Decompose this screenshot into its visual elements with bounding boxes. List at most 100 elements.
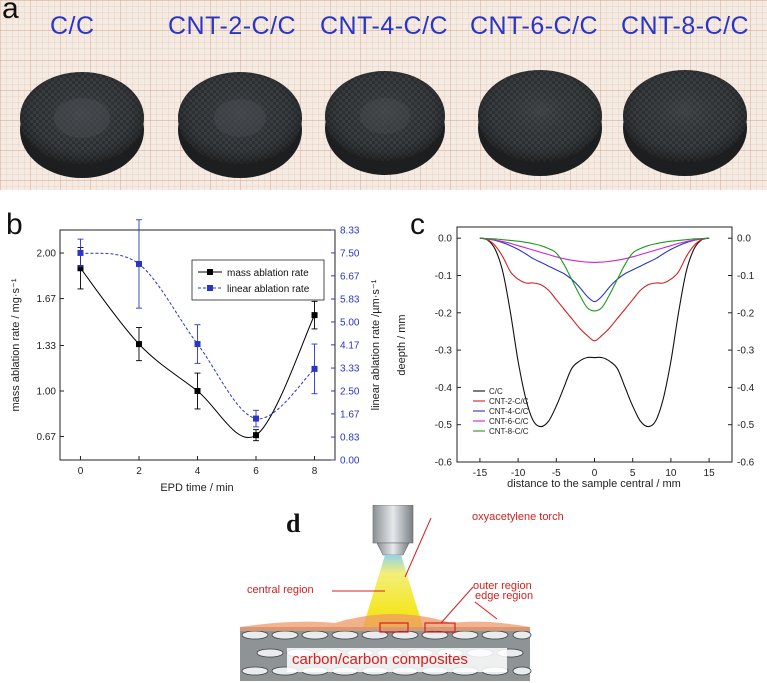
x-axis-label: distance to the sample central / mm — [507, 478, 681, 490]
sample-disc-cnt8 — [623, 70, 747, 176]
sample-label-cc: C/C — [50, 12, 95, 40]
right-tick-label: 4.17 — [340, 340, 360, 351]
y-tick-label-right: 0.0 — [737, 234, 751, 245]
sample-disc-cnt6 — [478, 70, 602, 176]
sample-disc-cnt2 — [178, 72, 302, 178]
legend-label: C/C — [489, 387, 503, 396]
right-tick-label: 2.50 — [340, 386, 360, 397]
x-tick-label: 10 — [665, 468, 677, 479]
panel-letter-c: c — [410, 208, 425, 241]
y-tick-label-left: -0.3 — [435, 346, 453, 357]
left-tick-label: 1.33 — [37, 341, 57, 352]
sample-photo-panel: a C/C CNT-2-C/C CNT-4-C/C CNT-6-C/C CNT-… — [0, 0, 767, 190]
right-tick-label: 0.00 — [340, 456, 360, 467]
x-tick-label: 4 — [195, 466, 201, 477]
x-tick-label: 8 — [312, 466, 318, 477]
x-tick-label: 5 — [630, 468, 636, 479]
sample-label-cnt8: CNT-8-C/C — [621, 12, 750, 40]
y-tick-label-left: -0.4 — [435, 383, 453, 394]
leader-torch — [404, 517, 432, 578]
graph-paper-background — [0, 0, 767, 190]
ablation-profile-chart: 0.0 0.0 -0.1 -0.1 -0.2 -0.2 -0.3 -0.3 -0.4 -0.4 -0… — [396, 226, 755, 490]
flame — [363, 555, 423, 627]
x-tick-label: 15 — [704, 468, 716, 479]
legend-label: CNT-8-C/C — [489, 427, 529, 436]
left-tick-label: 1.67 — [37, 294, 57, 305]
legend-marker-mass — [207, 269, 213, 275]
right-tick-label: 0.83 — [340, 433, 360, 444]
sample-label-cnt4: CNT-4-C/C — [320, 12, 449, 40]
x-tick-label: -5 — [552, 468, 561, 479]
data-point — [77, 265, 84, 272]
torch-tip — [376, 542, 410, 556]
y-tick-label-right: -0.5 — [737, 420, 755, 431]
y-tick-label-left: -0.6 — [435, 458, 453, 469]
torch-nozzle — [372, 505, 414, 544]
right-tick-label: 8.33 — [340, 226, 360, 237]
y-tick-label-left: -0.2 — [435, 308, 453, 319]
data-point — [253, 432, 260, 439]
sample-disc-cnt4 — [325, 71, 445, 175]
leader-edge — [474, 601, 498, 620]
sample-label-cnt2: CNT-2-C/C — [168, 12, 297, 40]
sample-disc-cc — [20, 72, 144, 178]
data-point — [135, 341, 142, 348]
series-layer — [77, 219, 318, 442]
data-point — [253, 415, 260, 422]
label-edge-region: edge region — [475, 590, 534, 602]
legend-box — [191, 259, 325, 301]
x-tick-label: -10 — [511, 468, 526, 479]
y-tick-label-right: -0.4 — [737, 383, 755, 394]
panel-letter-a: a — [2, 0, 19, 25]
legend-label: CNT-6-C/C — [489, 417, 529, 426]
label-central-region: central region — [247, 584, 314, 596]
ablation-schematic — [240, 505, 532, 681]
y-tick-label-right: -0.1 — [737, 271, 755, 282]
panel-letter-b: b — [6, 208, 23, 241]
profile-line-4 — [479, 237, 710, 312]
x-axis-ticks: 0 2 4 6 8 — [78, 456, 318, 477]
x-tick-label: 6 — [253, 466, 259, 477]
central-region-box — [379, 622, 409, 633]
y-tick-label-left: 0.0 — [438, 234, 452, 245]
y-tick-label-left: -0.5 — [435, 420, 453, 431]
profile-line-2 — [479, 237, 710, 303]
y-axis-label-right: linear ablation rate /µm·s⁻¹ — [370, 279, 382, 410]
composite-label-box — [287, 648, 507, 672]
panel-letter-d: d — [286, 509, 301, 538]
data-point — [311, 312, 318, 319]
profile-line-1 — [479, 237, 710, 342]
data-point — [194, 388, 201, 395]
profile-line-0 — [479, 237, 710, 428]
right-tick-label: 7.50 — [340, 248, 360, 259]
x-tick-label: 0 — [78, 466, 84, 477]
right-tick-label: 5.00 — [340, 317, 360, 328]
left-tick-label: 2.00 — [37, 249, 57, 260]
sample-label-cnt6: CNT-6-C/C — [470, 12, 599, 40]
right-tick-label: 3.33 — [340, 364, 360, 375]
legend-label-linear: linear ablation rate — [227, 284, 310, 295]
legend: mass ablation rate linear ablation rate — [191, 259, 325, 301]
legend-label: CNT-2-C/C — [489, 397, 529, 406]
right-tick-label: 5.83 — [340, 295, 360, 306]
data-point — [311, 365, 318, 372]
y-tick-label-left: -0.1 — [435, 271, 453, 282]
profile-line-3 — [479, 237, 710, 263]
y-tick-label-right: -0.6 — [737, 458, 755, 469]
y-axis-label-left: mass ablation rate / mg·s⁻¹ — [10, 278, 22, 411]
leader-outer — [440, 586, 474, 624]
right-axis-ticks: 0.00 0.83 1.67 2.50 3.33 4.17 5.00 5.83 6.67 7.50… — [331, 226, 360, 467]
left-tick-label: 1.00 — [37, 387, 57, 398]
right-tick-label: 6.67 — [340, 271, 360, 282]
y-axis-ticks: 0.0 0.0 -0.1 -0.1 -0.2 -0.2 -0.3 -0.3 -0.4 -0.4 -0… — [435, 234, 755, 469]
x-tick-label: -15 — [473, 468, 488, 479]
data-point — [135, 260, 142, 267]
data-point — [77, 249, 84, 256]
y-axis-label: deepth / mm — [396, 314, 408, 375]
ablation-rate-chart: 0.67 1.00 1.33 1.67 2.00 0.00 0.83 1.67 2.50 3.3… — [10, 219, 382, 494]
label-composite: carbon/carbon composites — [292, 651, 468, 668]
left-tick-label: 0.67 — [37, 432, 57, 443]
left-axis-ticks: 0.67 1.00 1.33 1.67 2.00 — [37, 249, 64, 443]
x-tick-label: 0 — [592, 468, 598, 479]
data-point — [194, 341, 201, 348]
